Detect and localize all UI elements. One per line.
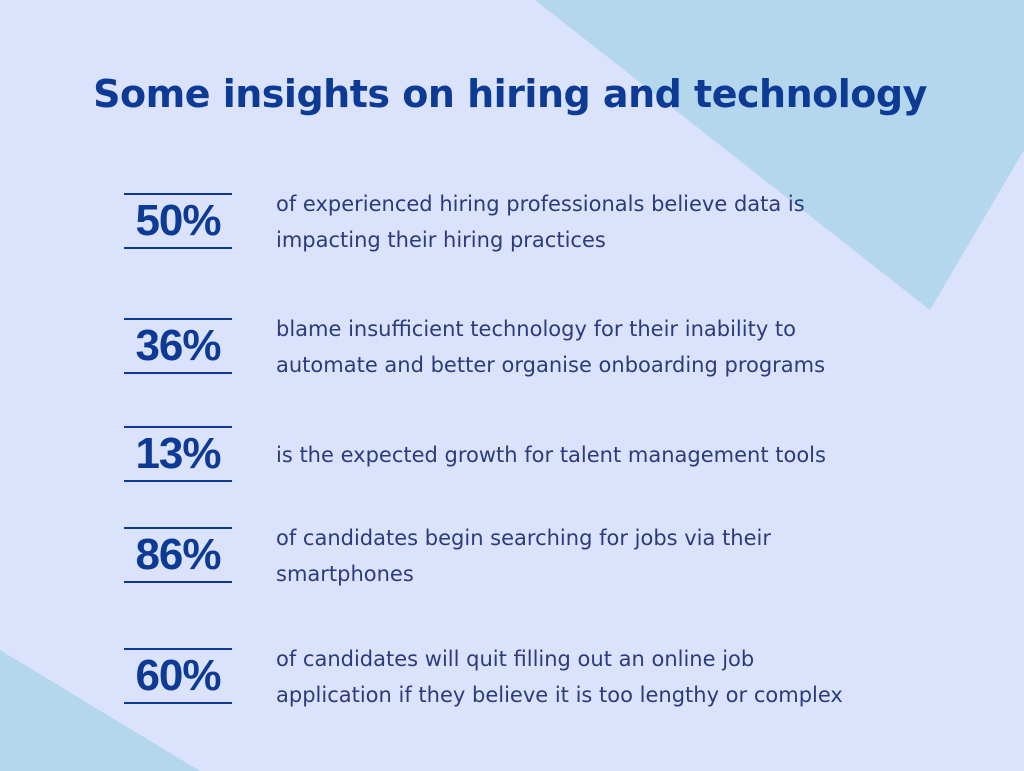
stat-description: of candidates begin searching for jobs v… [276,520,771,592]
description-line: is the expected growth for talent manage… [276,443,826,467]
description-line: of candidates begin searching for jobs v… [276,526,771,550]
description-line: application if they believe it is too le… [276,683,843,707]
stat-description: is the expected growth for talent manage… [276,437,826,473]
description-line: of candidates will quit filling out an o… [276,647,755,671]
stat-value: 36% [124,318,232,374]
shape-top-right [535,0,1024,310]
stat-description: of experienced hiring professionals beli… [276,186,805,258]
description-line: smartphones [276,562,414,586]
description-line: blame insufficient technology for their … [276,317,797,341]
description-line: of experienced hiring professionals beli… [276,192,805,216]
description-line: automate and better organise onboarding … [276,353,826,377]
description-line: impacting their hiring practices [276,228,606,252]
stat-value: 13% [124,426,232,482]
title: Some insights on hiring and technology [93,72,927,116]
shape-bottom-left [0,650,200,771]
stat-value: 50% [124,193,232,249]
stat-value: 60% [124,648,232,704]
stat-description: blame insufficient technology for their … [276,311,825,383]
stat-description: of candidates will quit filling out an o… [276,641,843,713]
stat-value: 86% [124,527,232,583]
